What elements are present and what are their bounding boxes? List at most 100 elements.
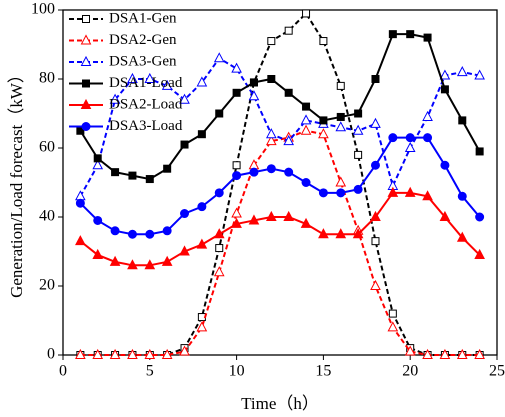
marker bbox=[213, 228, 225, 239]
marker bbox=[439, 69, 451, 80]
y-axis-label: Generation/Load forecast（kW） bbox=[7, 66, 26, 298]
marker bbox=[196, 76, 208, 87]
marker bbox=[215, 109, 224, 118]
marker bbox=[265, 135, 277, 146]
marker bbox=[474, 248, 485, 259]
marker bbox=[128, 171, 137, 180]
marker bbox=[110, 226, 120, 236]
marker bbox=[300, 217, 312, 228]
marker bbox=[387, 186, 399, 197]
marker bbox=[144, 259, 156, 270]
marker bbox=[196, 238, 208, 249]
marker bbox=[456, 231, 468, 242]
marker bbox=[335, 228, 347, 239]
marker bbox=[423, 133, 433, 143]
legend-marker bbox=[80, 98, 92, 109]
x-tick-label: 5 bbox=[146, 363, 154, 380]
series-line bbox=[79, 191, 481, 267]
marker bbox=[336, 188, 346, 198]
marker bbox=[109, 93, 121, 104]
legend-label: DSA3-Load bbox=[109, 118, 183, 134]
marker bbox=[300, 124, 312, 135]
marker bbox=[406, 30, 415, 39]
marker bbox=[422, 110, 433, 121]
marker bbox=[265, 128, 277, 139]
marker bbox=[92, 159, 104, 170]
marker bbox=[214, 188, 224, 198]
series-line bbox=[79, 136, 481, 236]
marker bbox=[405, 133, 415, 143]
marker bbox=[318, 128, 329, 139]
marker bbox=[213, 52, 225, 63]
marker bbox=[404, 345, 416, 356]
marker bbox=[302, 9, 311, 18]
marker bbox=[232, 161, 241, 170]
marker bbox=[161, 255, 173, 266]
marker bbox=[232, 171, 242, 181]
legend-marker bbox=[80, 34, 92, 45]
marker bbox=[370, 117, 381, 128]
marker bbox=[249, 78, 258, 87]
legend-label: DSA3-Gen bbox=[109, 53, 177, 69]
marker bbox=[127, 72, 138, 83]
x-tick-label: 25 bbox=[489, 363, 505, 380]
marker bbox=[318, 228, 329, 239]
marker bbox=[404, 186, 416, 197]
marker bbox=[93, 215, 103, 225]
marker bbox=[458, 116, 467, 125]
marker bbox=[457, 191, 467, 201]
marker bbox=[352, 124, 364, 135]
marker bbox=[370, 160, 380, 170]
marker bbox=[248, 214, 260, 225]
marker bbox=[215, 244, 224, 253]
marker bbox=[422, 190, 433, 201]
marker bbox=[197, 202, 207, 212]
marker bbox=[266, 164, 276, 174]
marker bbox=[163, 164, 172, 173]
legend-label: DSA2-Load bbox=[109, 96, 183, 112]
y-tick-label: 0 bbox=[47, 346, 55, 363]
marker bbox=[284, 167, 294, 177]
marker bbox=[267, 75, 276, 83]
marker bbox=[109, 255, 121, 266]
marker bbox=[388, 309, 397, 318]
marker bbox=[283, 210, 295, 221]
marker bbox=[249, 167, 259, 177]
marker bbox=[422, 348, 433, 359]
marker bbox=[354, 150, 363, 159]
marker bbox=[440, 160, 450, 170]
marker bbox=[231, 62, 242, 73]
marker bbox=[284, 26, 293, 35]
legend-marker bbox=[81, 122, 91, 131]
marker bbox=[145, 175, 154, 184]
marker bbox=[353, 184, 363, 194]
marker bbox=[371, 237, 380, 246]
marker bbox=[439, 348, 451, 359]
legend-label: DSA1-Load bbox=[109, 75, 183, 91]
marker bbox=[162, 226, 172, 236]
marker bbox=[423, 33, 432, 42]
y-tick-label: 60 bbox=[39, 139, 55, 156]
legend-marker bbox=[82, 79, 90, 88]
marker bbox=[111, 168, 120, 177]
legend-marker bbox=[80, 55, 92, 66]
marker bbox=[161, 348, 173, 359]
marker bbox=[197, 130, 206, 139]
marker bbox=[370, 210, 381, 221]
marker bbox=[179, 345, 190, 356]
marker bbox=[388, 133, 398, 143]
marker bbox=[318, 188, 328, 198]
marker bbox=[352, 228, 364, 239]
marker bbox=[370, 279, 381, 290]
x-tick-label: 15 bbox=[315, 363, 331, 380]
marker bbox=[336, 112, 345, 121]
marker bbox=[75, 348, 86, 359]
marker bbox=[127, 348, 138, 359]
marker bbox=[161, 79, 173, 90]
x-axis-label: Time（h） bbox=[241, 394, 319, 413]
marker bbox=[283, 135, 295, 146]
marker bbox=[75, 198, 85, 208]
marker bbox=[92, 248, 104, 259]
marker bbox=[440, 85, 449, 94]
